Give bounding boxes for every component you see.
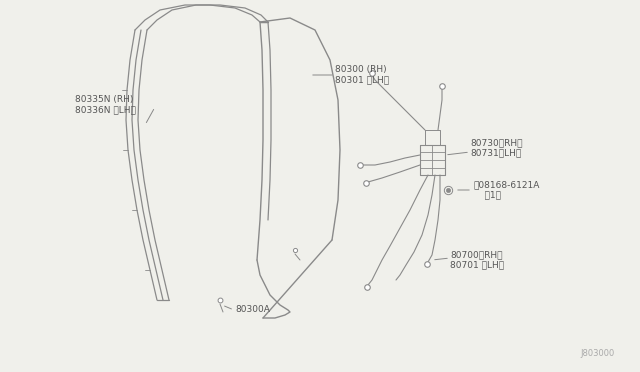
Text: 80300A: 80300A	[235, 305, 270, 314]
Text: J803000: J803000	[580, 349, 615, 358]
Text: 80300 (RH)
80301 〈LH〉: 80300 (RH) 80301 〈LH〉	[335, 65, 389, 85]
Text: 80700〈RH〉
80701 〈LH〉: 80700〈RH〉 80701 〈LH〉	[450, 250, 504, 270]
Text: Ⓝ08168-6121A
    （1）: Ⓝ08168-6121A （1）	[473, 180, 540, 200]
Text: 80730〈RH〉
80731〈LH〉: 80730〈RH〉 80731〈LH〉	[470, 138, 522, 158]
Text: 80335N (RH)
80336N 〈LH〉: 80335N (RH) 80336N 〈LH〉	[75, 95, 136, 115]
